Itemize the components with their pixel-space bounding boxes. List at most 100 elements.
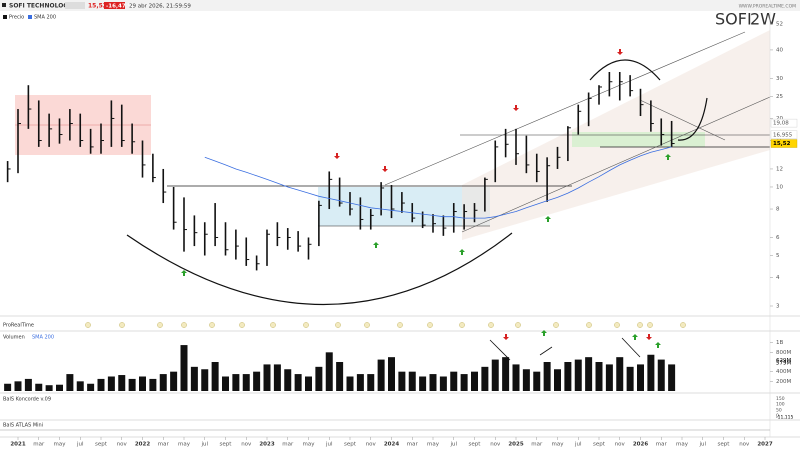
x-tick-label: may	[54, 442, 67, 448]
volume-bar	[170, 371, 178, 391]
cup-arc	[126, 232, 513, 306]
price-marker-label: 19,08	[773, 121, 789, 127]
volume-bar	[149, 378, 157, 391]
volume-bar	[45, 385, 53, 391]
x-tick-label: mar	[33, 442, 45, 448]
koncorde-tick-label: 0	[776, 413, 779, 419]
y-tick-label: 30	[776, 76, 783, 82]
x-tick-label: mar	[656, 442, 668, 448]
volume-bar	[616, 357, 624, 391]
volume-bar	[533, 371, 541, 391]
volume-tick-label: 800M	[776, 350, 791, 356]
x-tick-label: mar	[282, 442, 294, 448]
volume-bar	[315, 366, 323, 391]
volume-bar	[14, 381, 22, 391]
volume-marker-label: 579M	[776, 361, 791, 367]
buy-arrow	[655, 342, 661, 348]
volume-bar	[87, 383, 95, 391]
volume-bar	[502, 357, 510, 391]
x-tick-label: nov	[739, 442, 750, 448]
x-tick-label: may	[676, 442, 689, 448]
volume-bar	[668, 364, 676, 391]
x-tick-label: jul	[200, 442, 208, 448]
signal-icon	[239, 322, 245, 328]
x-tick-label: 2021	[10, 442, 25, 448]
base-zone	[318, 187, 490, 226]
volume-bar	[512, 364, 520, 391]
volume-bar	[605, 364, 613, 391]
volume-bar	[481, 366, 489, 391]
signal-icon	[427, 322, 433, 328]
x-tick-label: may	[303, 442, 316, 448]
volume-bar	[408, 371, 416, 391]
legend-sma: SMA 200	[34, 15, 56, 21]
volume-bar	[564, 362, 572, 391]
y-tick-label: 12	[776, 166, 783, 172]
volume-bar	[429, 374, 437, 391]
price-marker-box	[770, 130, 798, 139]
x-tick-label: jul	[698, 442, 706, 448]
y-tick-label: 10	[776, 184, 783, 190]
x-tick-label: sept	[718, 442, 731, 448]
signal-icon	[488, 322, 494, 328]
volume-bar	[439, 376, 447, 391]
y-tick-label: 4	[776, 275, 780, 281]
volume-tick-label: 400M	[776, 369, 791, 375]
koncorde-title: BalS Koncorde v.09	[3, 397, 51, 403]
volume-bar	[139, 376, 146, 391]
price-marker-label: 16,955	[773, 132, 793, 138]
volume-bar	[35, 383, 43, 391]
signal-icon	[335, 322, 341, 328]
volume-bar	[273, 364, 281, 391]
volume-bar	[356, 374, 364, 391]
buy-arrow	[181, 270, 187, 276]
volume-bar	[626, 366, 634, 391]
volume-bar	[159, 374, 167, 391]
volume-bar	[294, 374, 302, 391]
volume-bar	[211, 362, 219, 391]
trend-line	[639, 99, 726, 141]
signal-icon	[647, 322, 653, 328]
x-tick-label: sept	[469, 442, 482, 448]
change-badge	[104, 2, 125, 9]
volume-bar	[336, 362, 344, 391]
volume-bar	[305, 376, 312, 391]
channel-line	[384, 31, 746, 186]
change: -16,47 %	[106, 4, 134, 10]
volume-bar	[574, 359, 582, 391]
signal-icon	[515, 322, 521, 328]
volume-bar	[242, 374, 250, 391]
volume-sma-label: SMA 200	[32, 335, 54, 341]
x-tick-label: nov	[490, 442, 501, 448]
signal-icon	[586, 322, 592, 328]
sell-arrow	[382, 166, 388, 172]
volume-tick-label: 200M	[776, 379, 791, 385]
buy-arrow	[545, 216, 551, 222]
koncorde-tick-label: 150	[776, 396, 785, 402]
sell-arrow	[513, 105, 519, 111]
x-tick-label: nov	[615, 442, 626, 448]
volume-bar	[450, 371, 458, 391]
exchange-badge	[65, 2, 85, 9]
volume-bar	[398, 371, 406, 391]
buy-arrow	[541, 330, 547, 336]
volume-bar	[222, 376, 229, 391]
sma-line	[204, 146, 672, 219]
volume-bar	[24, 378, 32, 391]
y-tick-label: 40	[776, 47, 783, 53]
y-tick-label: 6	[776, 235, 780, 241]
buy-arrow	[665, 154, 671, 160]
price-marker-label: 15,52	[773, 141, 791, 147]
volume-bar	[284, 369, 292, 391]
x-tick-label: nov	[117, 442, 128, 448]
volume-bar	[657, 359, 665, 391]
volume-bar	[76, 381, 84, 391]
volume-bar	[647, 354, 655, 391]
volume-bar	[346, 376, 354, 391]
x-tick-label: 2025	[508, 442, 523, 448]
sell-arrow	[617, 49, 623, 55]
volume-bar	[543, 362, 551, 391]
x-tick-label: mar	[158, 442, 170, 448]
y-tick-label: 25	[776, 94, 783, 100]
koncorde-tick-label: 50	[776, 407, 782, 413]
